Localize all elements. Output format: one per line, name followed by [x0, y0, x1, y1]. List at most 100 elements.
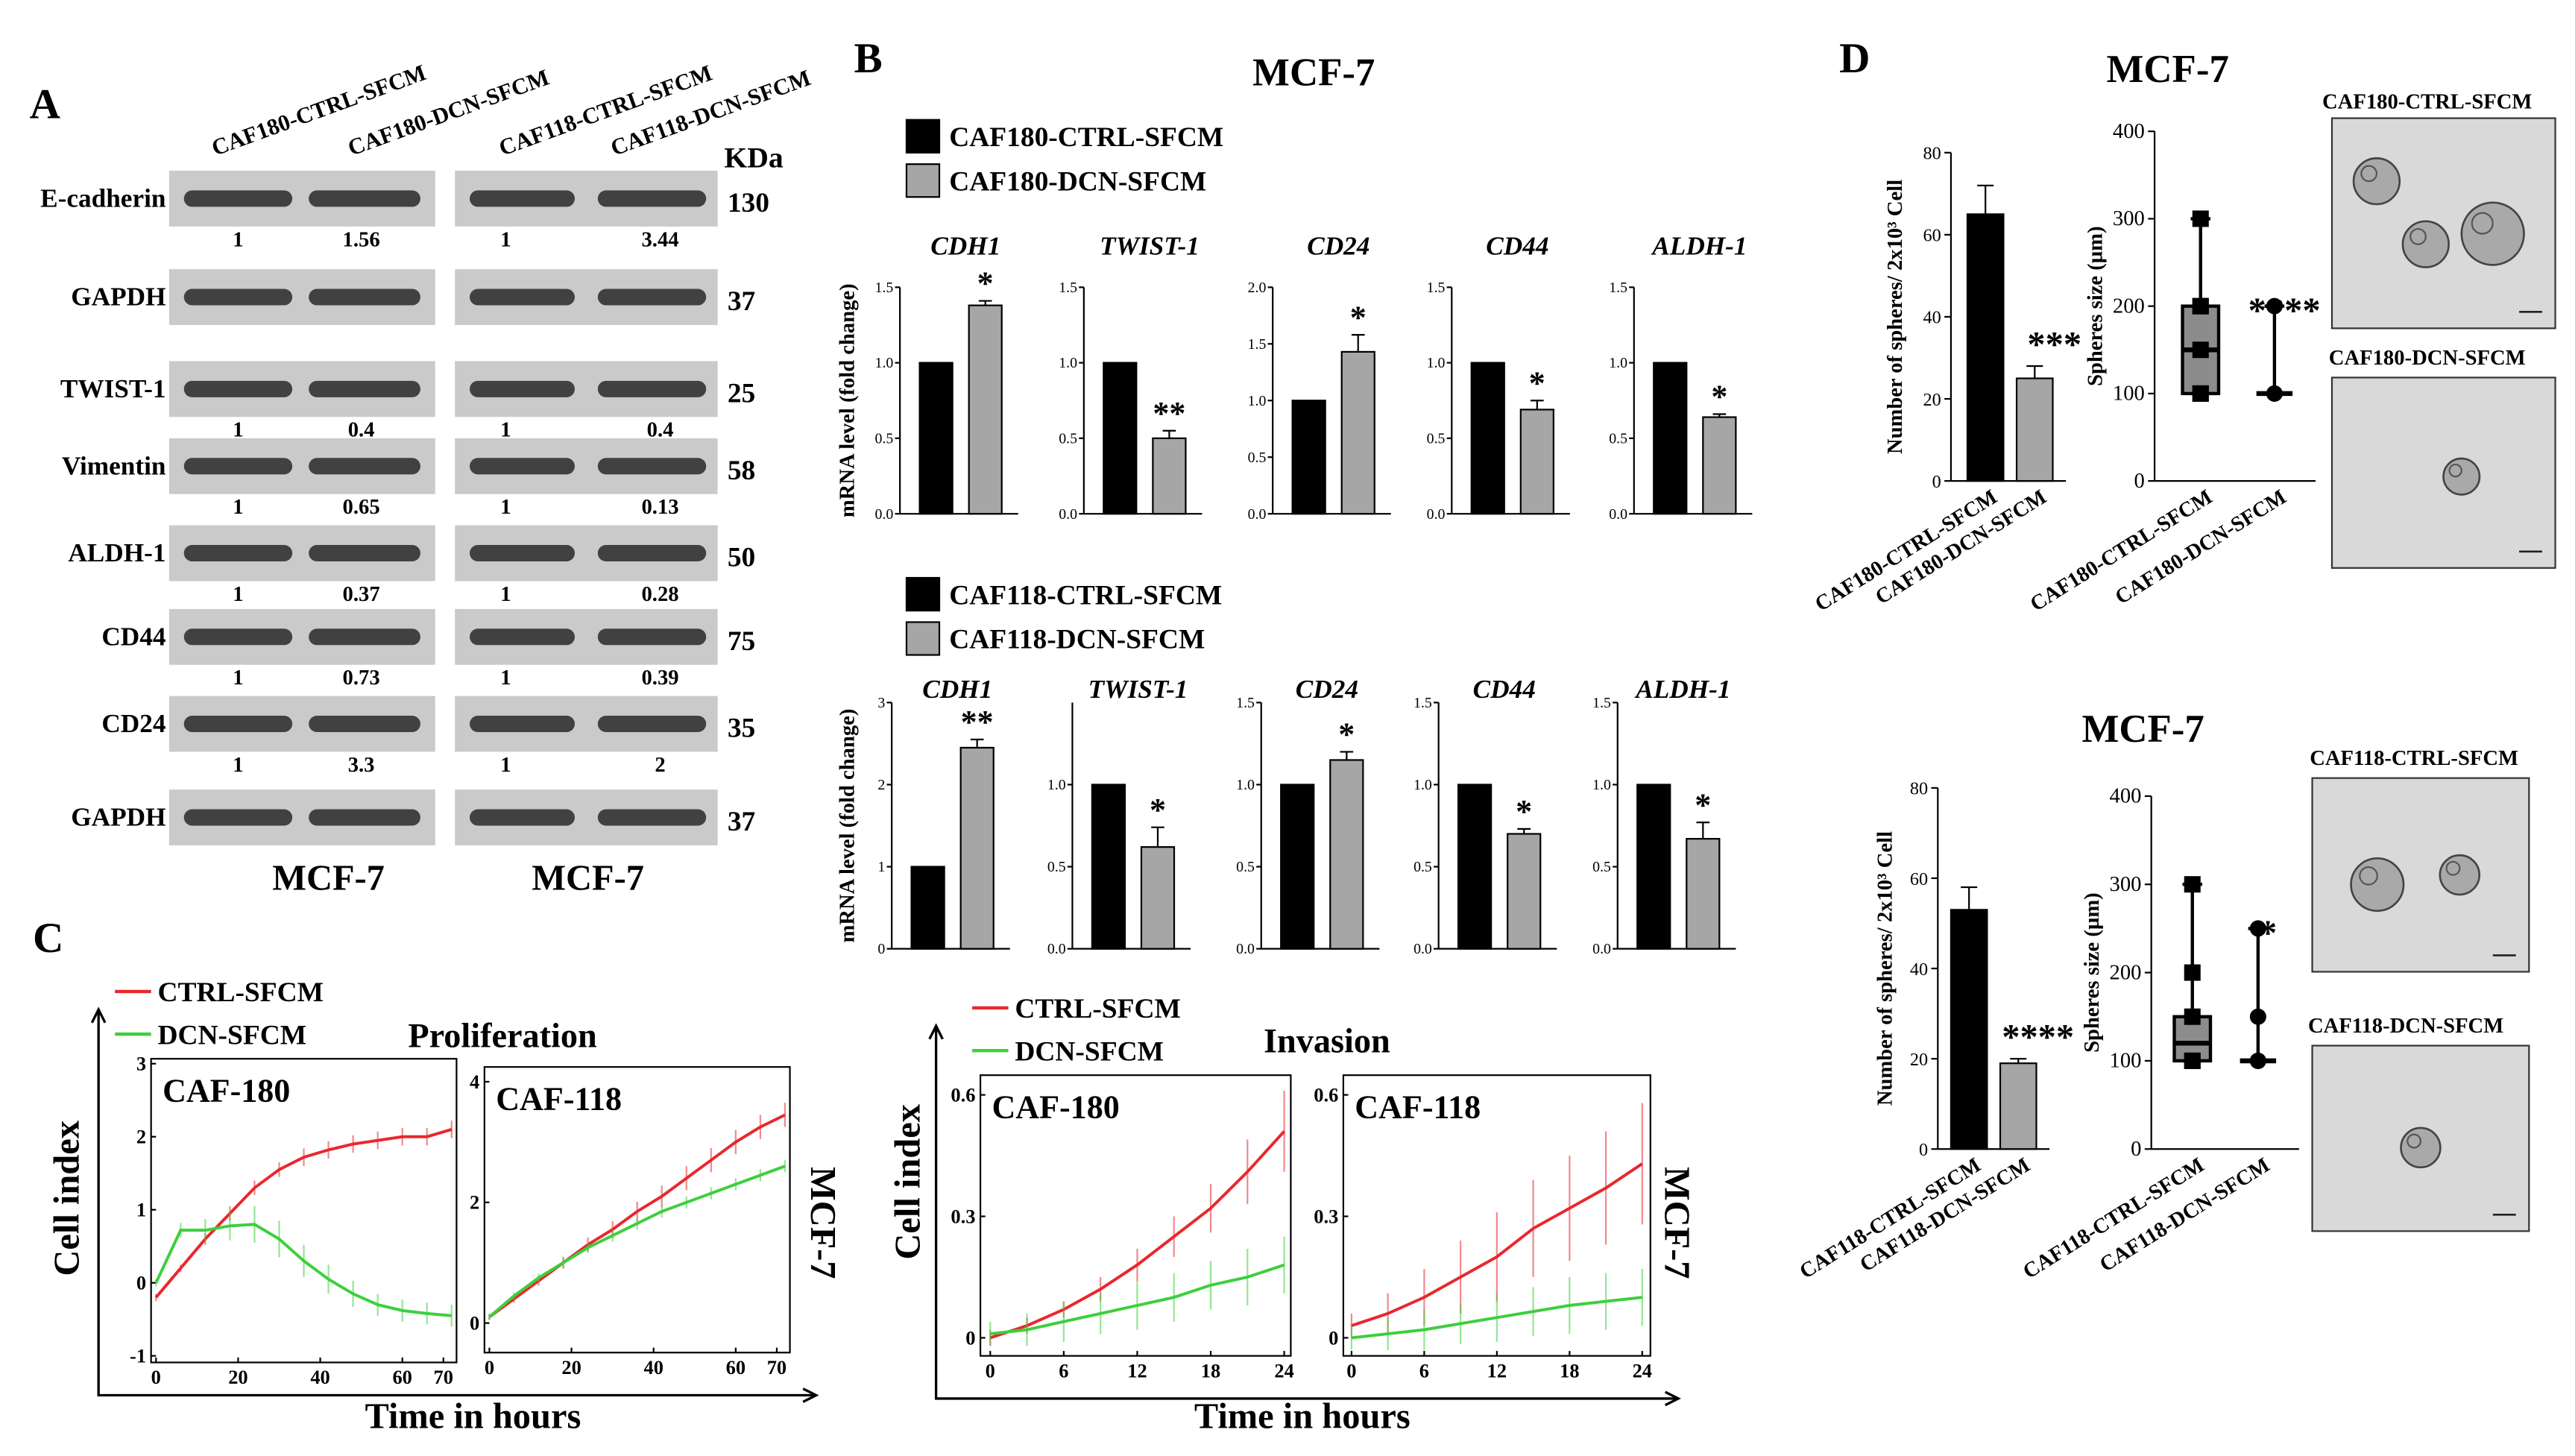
y-tick-label: 80	[1910, 779, 1928, 799]
blot-band	[470, 809, 575, 826]
y-tick-label: 0	[965, 1326, 975, 1349]
sphere-cell	[2407, 1133, 2422, 1149]
y-tick-label: 1.0	[1047, 777, 1066, 793]
y-axis-label: Cell index	[889, 1104, 928, 1260]
row-label: CD24	[101, 709, 166, 738]
panel-title: CAF-180	[163, 1072, 290, 1109]
legend-label: CTRL-SFCM	[157, 977, 324, 1008]
y-tick-label: 3	[877, 695, 885, 711]
point	[2266, 385, 2283, 402]
micrograph-label: CAF118-CTRL-SFCM	[2310, 746, 2518, 770]
y-tick-label: 4	[470, 1071, 479, 1093]
x-tick-label: 0	[485, 1356, 494, 1378]
y-axis-label: mRNA level (fold change)	[835, 283, 859, 517]
blot-band	[309, 544, 420, 562]
point	[2192, 297, 2209, 315]
y-tick-label: 2	[877, 777, 885, 793]
bar	[1702, 416, 1737, 515]
chart-title: MCF-7	[1252, 51, 1375, 95]
blot-band	[597, 458, 707, 475]
sphere	[2401, 220, 2450, 268]
significance: *	[1150, 792, 1166, 828]
blot-band	[597, 715, 707, 733]
quantification: 1	[500, 495, 511, 519]
y-tick-label: 1.0	[1248, 393, 1267, 409]
y-tick-label: 0.3	[951, 1205, 975, 1227]
series-line	[488, 1165, 786, 1319]
y-tick-label: 0.5	[1047, 859, 1066, 875]
cell-line-label: MCF-7	[532, 858, 644, 898]
y-tick-label: 0.0	[875, 506, 894, 523]
quantification: 0.39	[641, 666, 678, 690]
x-tick-label: 60	[392, 1366, 412, 1388]
y-tick-label: 0.3	[1314, 1205, 1338, 1227]
x-tick-label: 6	[1419, 1359, 1429, 1381]
x-tick-label: 70	[767, 1356, 787, 1378]
y-tick-label: 60	[1910, 869, 1928, 889]
x-tick-label: 40	[644, 1356, 664, 1378]
y-tick-label: -1	[130, 1345, 146, 1367]
bar	[1291, 400, 1326, 515]
y-axis-label: Number of spheres/ 2x10³ Cell	[1873, 831, 1897, 1106]
quantification: 0.65	[343, 495, 380, 519]
axis-arrow	[802, 1387, 819, 1403]
y-tick-label: 1.0	[1592, 777, 1611, 793]
y-axis-label: Spheres size (µm)	[2080, 892, 2104, 1053]
quantification: 0.4	[647, 418, 674, 442]
significance: **	[1153, 395, 1185, 432]
outer-axes	[934, 1026, 1679, 1400]
x-tick-label: 24	[1633, 1359, 1652, 1381]
blot-band	[183, 289, 293, 306]
row-label: Vimentin	[62, 451, 166, 480]
blot-band	[470, 458, 575, 475]
quantification: 1	[500, 418, 511, 442]
bar	[1653, 362, 1688, 515]
y-tick-label: 2.0	[1248, 280, 1267, 296]
kda-label: 58	[728, 456, 755, 486]
bar	[1103, 362, 1138, 515]
bar	[1966, 213, 2005, 482]
y-tick-label: 1.5	[1427, 280, 1446, 296]
bar	[1152, 437, 1187, 515]
unit-label: KDa	[724, 142, 783, 174]
y-tick-label: 40	[1910, 959, 1928, 980]
blot-band	[597, 190, 707, 207]
sphere-cell	[2445, 860, 2461, 876]
bar	[968, 304, 1003, 515]
y-tick-label: 0.6	[951, 1083, 975, 1106]
plot-frame	[483, 1066, 791, 1354]
legend-swatch	[905, 576, 941, 612]
bar	[2015, 377, 2054, 482]
bar	[1470, 362, 1505, 515]
quantification: 0.37	[343, 582, 380, 606]
y-tick-label: 20	[1910, 1050, 1928, 1070]
kda-label: 37	[728, 286, 755, 317]
quantification: 1	[233, 753, 243, 777]
row-label: E-cadherin	[40, 183, 166, 212]
legend-label: DCN-SFCM	[1015, 1036, 1164, 1067]
y-tick-label: 1.5	[1248, 336, 1267, 353]
bar	[1340, 350, 1375, 515]
blot-band	[183, 458, 293, 475]
quantification: 1	[233, 582, 243, 606]
blot-band	[309, 458, 420, 475]
side-label: MCF-7	[1657, 1167, 1697, 1279]
blot-band	[470, 190, 575, 207]
significance: ***	[2027, 325, 2081, 365]
bar	[1280, 784, 1315, 950]
panel-title: CAF-118	[1355, 1088, 1481, 1125]
blot-band	[309, 289, 420, 306]
y-tick-label: 0.0	[1592, 941, 1611, 957]
significance: ****	[2248, 291, 2321, 331]
y-tick-label: 0.0	[1609, 506, 1627, 523]
blot-band	[309, 628, 420, 646]
x-tick-label: 20	[561, 1356, 581, 1378]
bar	[1457, 784, 1493, 950]
x-tick-label: 0	[986, 1359, 995, 1381]
y-tick-label: 0.5	[1059, 430, 1077, 447]
sphere	[2439, 854, 2481, 896]
y-tick-label: 0.0	[1413, 941, 1432, 957]
kda-label: 35	[728, 713, 755, 744]
outer-axes	[97, 1009, 816, 1397]
